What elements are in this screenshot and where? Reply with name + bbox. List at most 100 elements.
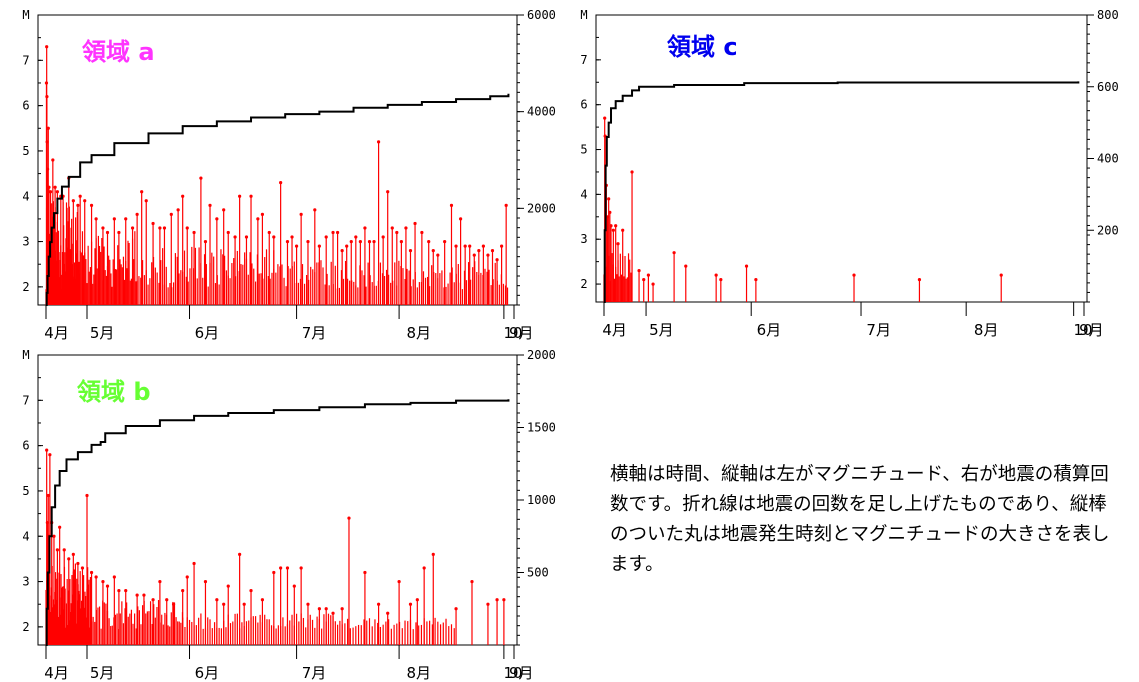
magnitude-point xyxy=(208,203,212,207)
right-tick-label: 600 xyxy=(1097,80,1119,94)
magnitude-point xyxy=(642,277,646,282)
x-tick-label: 6月 xyxy=(757,321,782,339)
magnitude-point xyxy=(431,249,435,253)
magnitude-point xyxy=(454,607,458,611)
magnitude-point xyxy=(358,239,362,244)
magnitude-point xyxy=(630,170,634,174)
region-title: 領域 a xyxy=(82,38,155,66)
magnitude-point xyxy=(354,235,358,239)
magnitude-point xyxy=(495,258,499,262)
magnitude-point xyxy=(260,598,265,602)
magnitude-point xyxy=(422,566,426,570)
magnitude-point xyxy=(754,277,758,282)
magnitude-point xyxy=(470,579,474,584)
magnitude-point xyxy=(313,208,317,212)
magnitude-point xyxy=(335,230,340,235)
magnitude-point xyxy=(112,575,116,579)
magnitude-point xyxy=(203,239,208,244)
x-tick-label: 4月 xyxy=(44,664,69,682)
magnitude-point xyxy=(244,235,249,239)
magnitude-point xyxy=(151,221,155,226)
cumulative-count-line xyxy=(45,399,510,646)
magnitude-point xyxy=(420,230,424,235)
magnitude-point xyxy=(117,589,121,593)
caption-text: 横軸は時間、縦軸は左がマグニチュード、右が地震の積算回数です。折れ線は地震の回数… xyxy=(610,464,1110,575)
right-tick-label: 400 xyxy=(1097,152,1119,166)
magnitude-point xyxy=(51,158,55,162)
magnitude-point xyxy=(345,244,349,248)
magnitude-point xyxy=(78,194,82,198)
magnitude-point xyxy=(443,239,447,244)
magnitude-point xyxy=(463,244,467,248)
magnitude-point xyxy=(46,493,50,498)
magnitude-point xyxy=(454,244,458,248)
magnitude-point xyxy=(299,212,303,216)
magnitude-point xyxy=(158,226,162,230)
magnitude-point xyxy=(290,235,294,239)
magnitude-point xyxy=(490,249,495,253)
magnitude-point xyxy=(89,570,94,575)
magnitude-point xyxy=(317,244,321,248)
magnitude-point xyxy=(279,181,283,185)
magnitude-point xyxy=(852,273,856,277)
magnitude-point xyxy=(62,548,66,552)
x-tick-label: 10 xyxy=(503,324,522,342)
magnitude-point xyxy=(347,516,351,520)
magnitude-point xyxy=(256,217,260,221)
left-tick-label: 6 xyxy=(22,99,29,113)
x-tick-label: 5月 xyxy=(90,324,115,342)
magnitude-point xyxy=(55,190,59,194)
right-tick-label: 2000 xyxy=(527,348,556,362)
magnitude-point xyxy=(151,598,155,602)
left-axis-label: M xyxy=(22,8,29,22)
magnitude-point xyxy=(94,575,98,579)
x-tick-label: 8月 xyxy=(406,664,431,682)
magnitude-point xyxy=(381,235,385,239)
magnitude-point xyxy=(603,116,607,120)
x-tick-label: 7月 xyxy=(866,321,891,339)
magnitude-point xyxy=(233,235,237,239)
magnitude-point xyxy=(71,199,75,203)
left-tick-label: 2 xyxy=(22,620,29,634)
magnitude-point xyxy=(71,552,75,556)
magnitude-point xyxy=(331,230,335,235)
magnitude-point xyxy=(272,570,276,575)
x-tick-label: 4月 xyxy=(44,324,69,342)
magnitude-point xyxy=(76,203,80,207)
magnitude-point xyxy=(76,561,80,566)
magnitude-point xyxy=(124,589,128,593)
left-tick-label: 5 xyxy=(22,484,29,498)
magnitude-point xyxy=(621,228,625,232)
magnitude-point xyxy=(53,185,57,189)
magnitude-point xyxy=(222,602,226,606)
magnitude-point xyxy=(376,602,381,606)
right-tick-label: 2000 xyxy=(527,201,556,215)
x-tick-label: 6月 xyxy=(195,664,220,682)
magnitude-point xyxy=(331,611,335,615)
magnitude-point xyxy=(386,611,390,615)
magnitude-point xyxy=(349,239,353,244)
magnitude-point xyxy=(449,203,454,207)
magnitude-point xyxy=(427,239,431,244)
magnitude-point xyxy=(144,199,148,203)
right-tick-label: 1000 xyxy=(527,493,556,507)
magnitude-point xyxy=(404,226,408,230)
left-tick-label: 4 xyxy=(22,529,29,543)
magnitude-point xyxy=(999,273,1003,277)
magnitude-point xyxy=(45,448,49,452)
x-tick-label: 5月 xyxy=(90,664,115,682)
magnitude-point xyxy=(719,277,723,282)
magnitude-point xyxy=(285,566,290,570)
magnitude-point xyxy=(502,598,506,602)
x-tick-label: 4月 xyxy=(602,321,627,339)
magnitude-point xyxy=(486,253,490,257)
magnitude-point xyxy=(105,584,110,588)
magnitude-point xyxy=(185,575,189,579)
magnitude-point xyxy=(324,235,328,239)
magnitude-point xyxy=(363,226,367,230)
magnitude-point xyxy=(611,228,615,232)
magnitude-point xyxy=(135,593,139,597)
magnitude-point xyxy=(185,226,189,230)
magnitude-point xyxy=(260,212,265,216)
